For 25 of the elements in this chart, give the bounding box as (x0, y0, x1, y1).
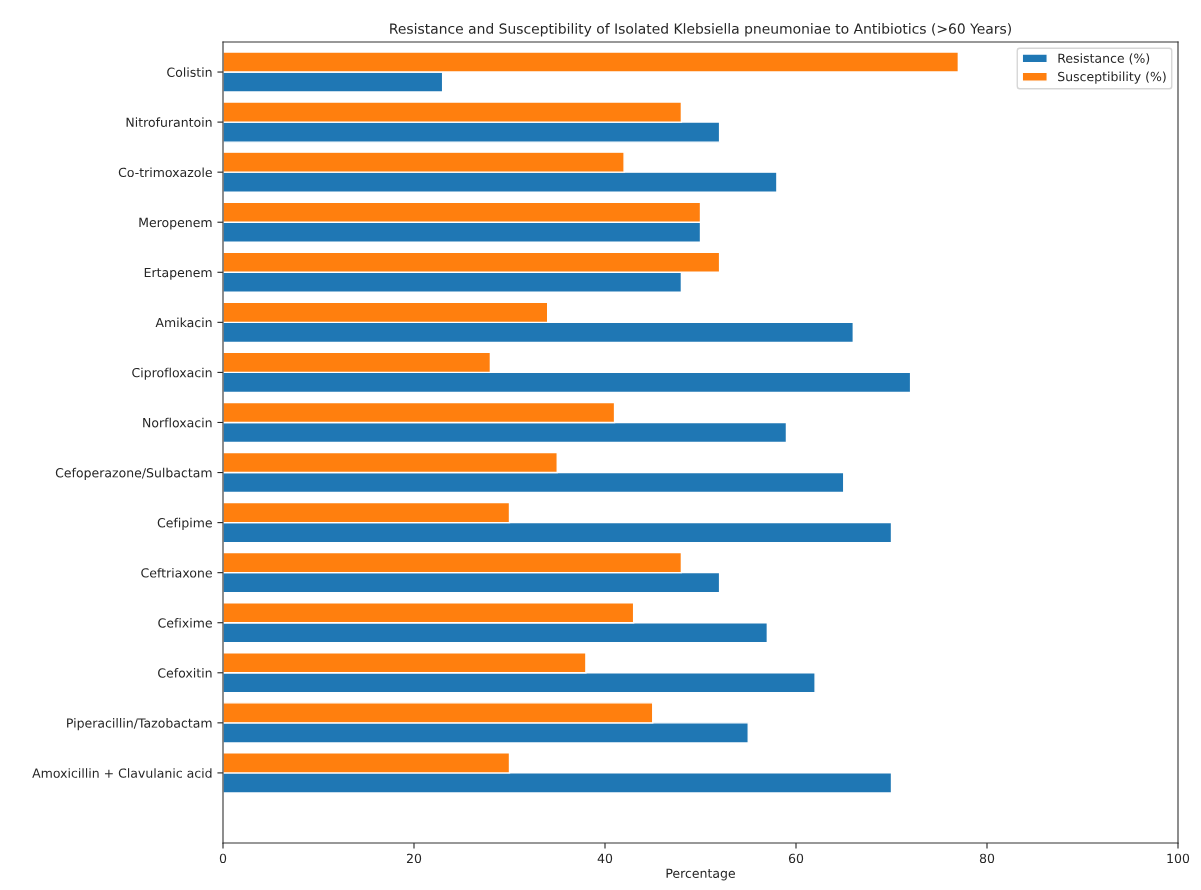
y-tick-label: Ertapenem (144, 267, 212, 280)
legend-label: Resistance (%) (1058, 53, 1150, 65)
y-tick-label: Nitrofurantoin (126, 117, 212, 128)
y-tick-label: Cefipime (157, 517, 212, 530)
y-tick-label: Co-trimoxazole (118, 167, 212, 178)
x-tick-label: 60 (788, 853, 804, 864)
legend-label: Susceptibility (%) (1058, 71, 1166, 84)
x-tick-label: 80 (979, 853, 995, 864)
y-tick-label: Ceftriaxone (141, 567, 212, 578)
y-tick-label: Meropenem (139, 217, 212, 230)
chart-title: Resistance and Susceptibility of Isolated Klebsiella pneumoniae to Antibiotics (>60 Years) (390, 23, 1011, 37)
y-tick-label: Cefoxitin (158, 668, 212, 678)
y-tick-label: Colistin (167, 67, 212, 77)
y-tick-label: Cefixime (158, 617, 212, 628)
y-tick-label: Amikacin (155, 317, 212, 328)
x-tick-label: 0 (219, 853, 227, 864)
x-tick-label: 100 (1167, 853, 1190, 864)
y-tick-label: Norfloxacin (143, 417, 212, 428)
y-tick-label: Piperacillin/Tazobactam (67, 718, 212, 731)
y-tick-label: Ciprofloxacin (132, 367, 212, 380)
y-tick-label: Cefoperazone/Sulbactam (55, 467, 212, 480)
x-tick-label: 40 (597, 853, 613, 864)
y-tick-label: Amoxicillin + Clavulanic acid (32, 768, 212, 778)
x-axis-title: Percentage (666, 868, 735, 881)
x-tick-label: 20 (406, 853, 422, 864)
